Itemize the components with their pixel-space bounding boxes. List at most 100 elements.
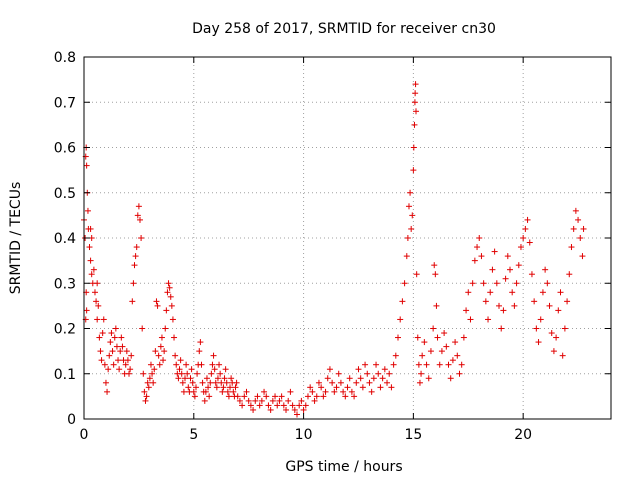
data-point — [112, 325, 119, 332]
data-point — [110, 361, 117, 368]
data-point — [364, 370, 371, 377]
data-point — [199, 379, 206, 386]
y-tick-label: 0.7 — [54, 95, 76, 111]
data-point — [480, 280, 487, 287]
data-point — [575, 216, 582, 223]
data-point — [418, 370, 425, 377]
y-axis-label: SRMTID / TECUs — [8, 182, 24, 295]
data-point — [572, 207, 579, 214]
y-tick-label: 0.5 — [54, 186, 76, 202]
data-point — [287, 388, 294, 395]
data-point — [533, 325, 540, 332]
data-point — [546, 302, 553, 309]
data-point — [278, 393, 285, 400]
data-point — [368, 388, 375, 395]
data-point — [524, 216, 531, 223]
data-point — [247, 402, 254, 409]
data-point — [183, 361, 190, 368]
data-point — [220, 384, 227, 391]
data-point — [515, 262, 522, 269]
data-point — [160, 357, 167, 364]
data-point — [419, 352, 426, 359]
data-point — [135, 203, 142, 210]
data-point — [397, 316, 404, 323]
data-point — [165, 280, 172, 287]
data-point — [236, 397, 243, 404]
data-point — [340, 388, 347, 395]
data-point — [496, 302, 503, 309]
data-point — [384, 379, 391, 386]
data-point — [221, 375, 228, 382]
data-point — [445, 361, 452, 368]
x-axis-label: GPS time / hours — [285, 459, 402, 475]
data-point — [142, 397, 149, 404]
data-point — [201, 397, 208, 404]
data-point — [144, 379, 151, 386]
data-point — [553, 334, 560, 341]
data-point — [211, 366, 218, 373]
data-point — [409, 212, 416, 219]
data-point — [291, 406, 298, 413]
data-point — [233, 379, 240, 386]
data-point — [425, 375, 432, 382]
data-point — [404, 235, 411, 241]
data-point — [132, 253, 139, 260]
data-point — [189, 379, 196, 386]
x-tick-label: 15 — [404, 427, 422, 443]
data-point — [141, 388, 148, 395]
data-point — [491, 248, 498, 255]
x-axis-ticks: 0 5 10 15 20 — [80, 57, 532, 443]
data-point — [93, 298, 100, 305]
data-point — [155, 352, 162, 359]
data-point — [223, 379, 230, 386]
data-point — [139, 325, 146, 332]
data-point — [377, 384, 384, 391]
data-point — [487, 289, 494, 296]
data-point — [118, 334, 125, 341]
data-point — [410, 144, 417, 151]
data-point — [222, 366, 229, 373]
grid-lines — [84, 57, 611, 419]
data-point — [230, 388, 237, 395]
data-point — [438, 348, 445, 355]
data-points — [81, 81, 587, 418]
data-point — [261, 388, 268, 395]
data-point — [209, 361, 216, 368]
data-point — [280, 402, 287, 409]
data-point — [315, 379, 322, 386]
data-point — [208, 370, 215, 377]
data-point — [128, 352, 135, 359]
data-point — [539, 289, 546, 296]
y-tick-label: 0.3 — [54, 276, 76, 292]
data-point — [111, 334, 118, 341]
data-point — [559, 352, 566, 359]
data-point — [580, 225, 587, 232]
data-point — [531, 298, 538, 305]
data-point — [145, 384, 152, 391]
data-point — [216, 361, 223, 368]
data-point — [245, 397, 252, 404]
data-point — [130, 280, 137, 287]
data-point — [320, 393, 327, 400]
data-point — [101, 361, 108, 368]
data-point — [302, 402, 309, 409]
data-point — [337, 379, 344, 386]
data-point — [147, 361, 154, 368]
data-point — [117, 348, 124, 355]
data-point — [234, 393, 241, 400]
data-point — [95, 302, 102, 309]
data-point — [379, 375, 386, 382]
data-point — [335, 370, 342, 377]
data-point — [513, 280, 520, 287]
data-point — [163, 307, 170, 314]
data-point — [388, 384, 395, 391]
data-point — [370, 375, 377, 382]
data-point — [467, 316, 474, 323]
data-point — [119, 343, 126, 350]
data-point — [304, 393, 311, 400]
data-point — [283, 406, 290, 413]
data-point — [254, 393, 261, 400]
data-point — [210, 352, 217, 359]
data-point — [309, 388, 316, 395]
data-point — [150, 379, 157, 386]
